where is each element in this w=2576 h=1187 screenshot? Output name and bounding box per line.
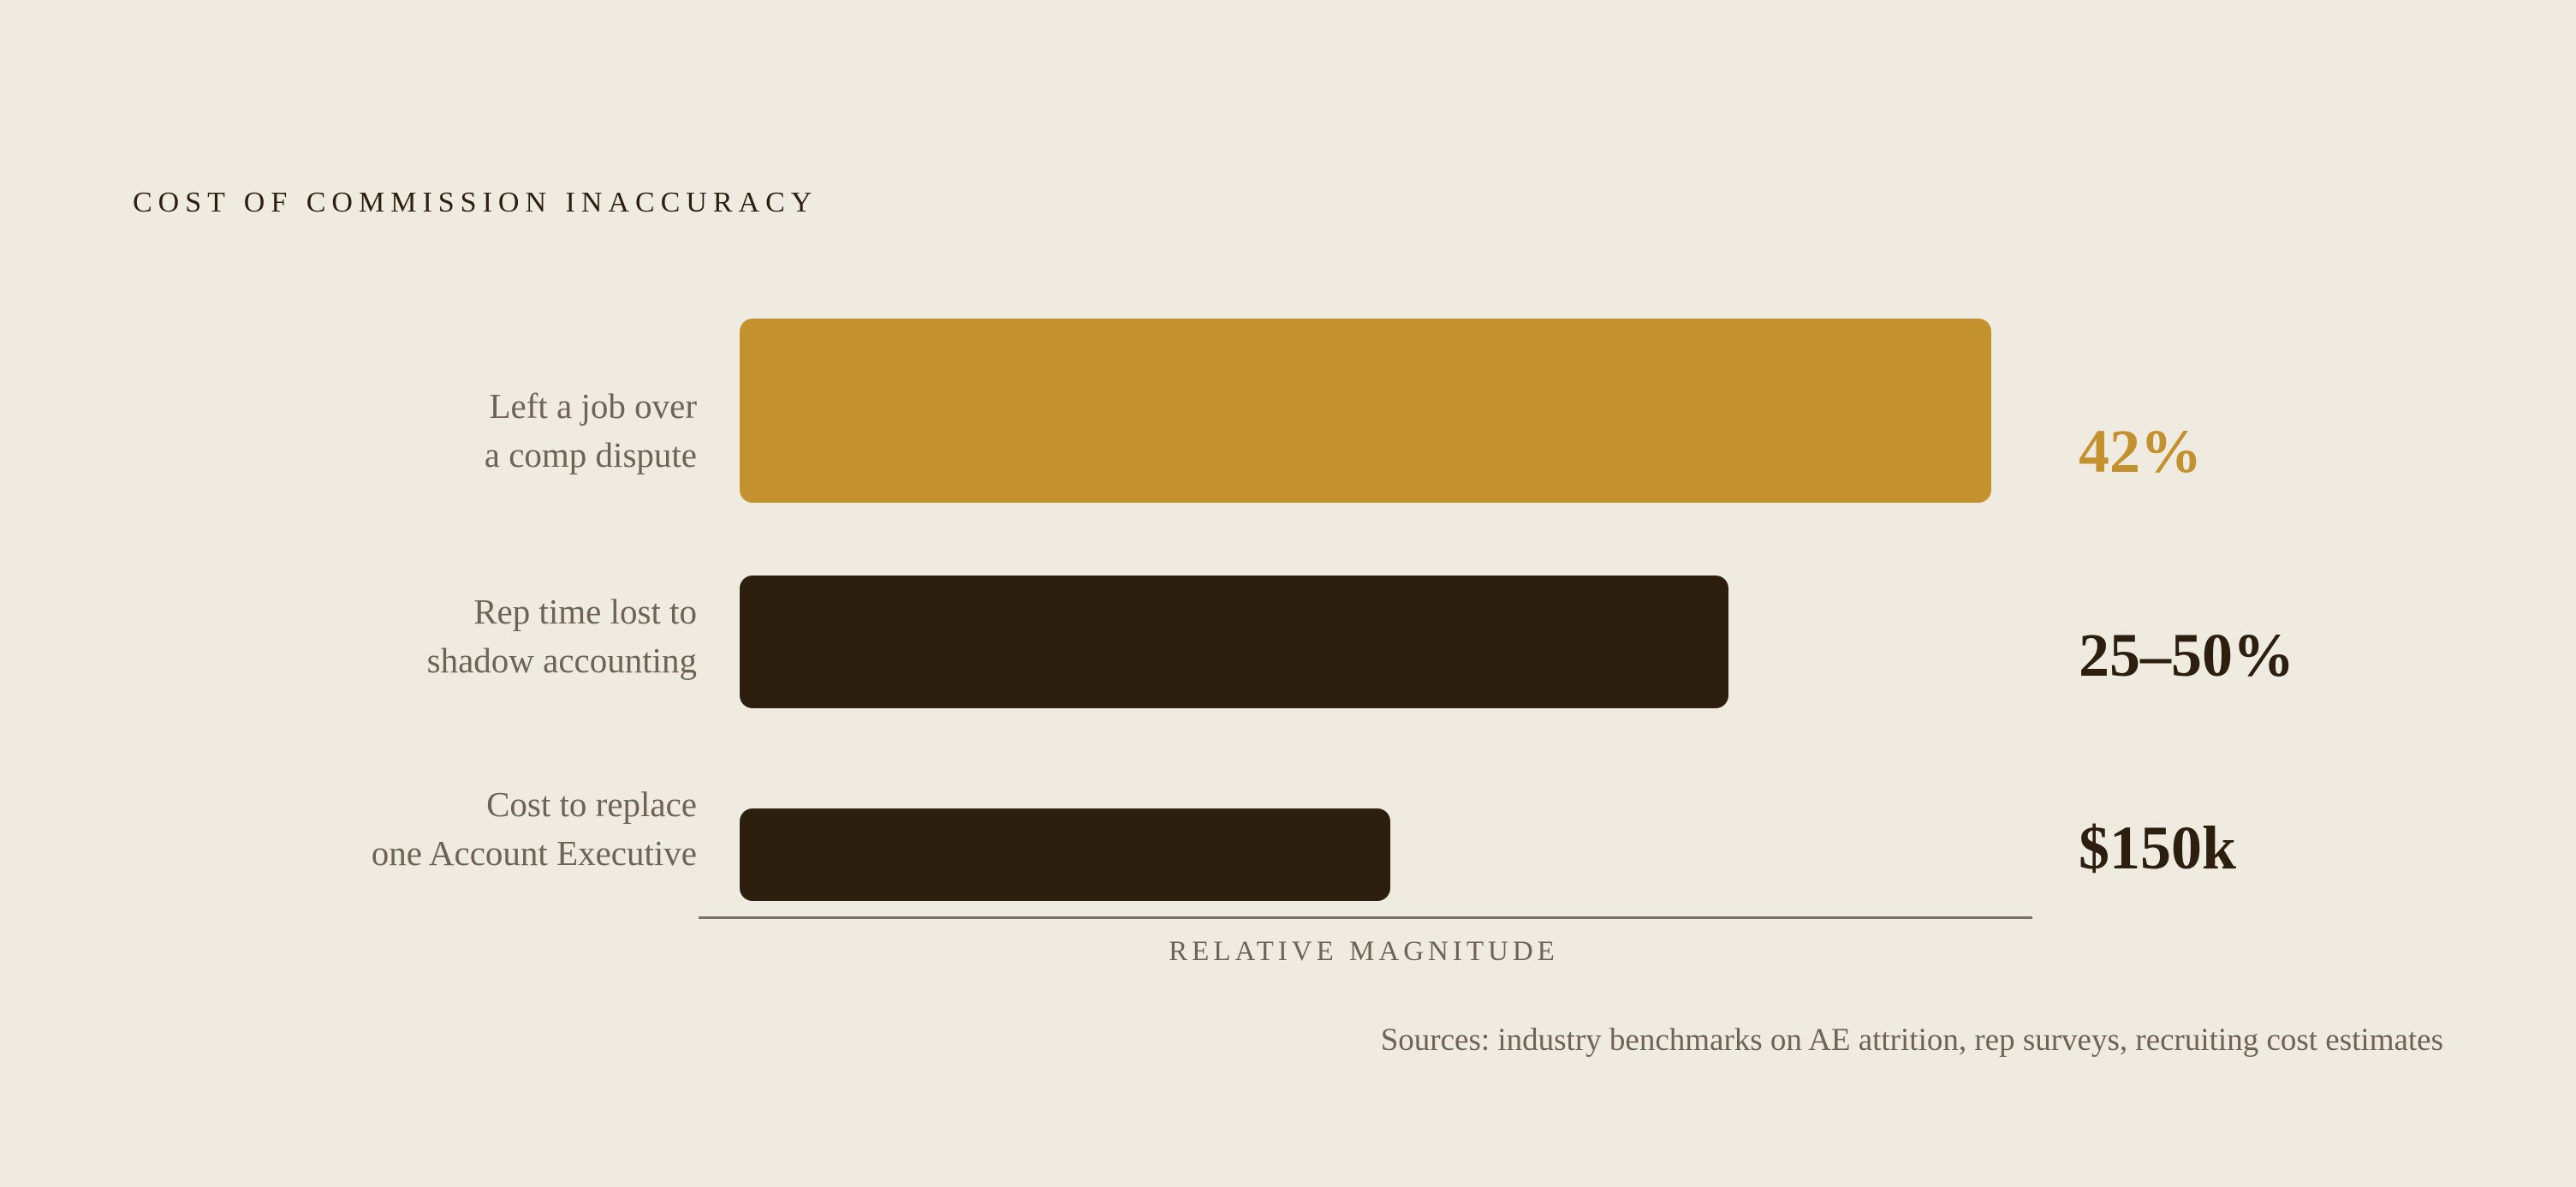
- label-line: Left a job over: [489, 386, 697, 426]
- row-label: Rep time lost to shadow accounting: [427, 588, 697, 685]
- label-line: one Account Executive: [371, 833, 697, 873]
- title: COST OF COMMISSION INACCURACY: [133, 187, 818, 218]
- bar: [740, 319, 1991, 503]
- row-label: Cost to replace one Account Executive: [372, 780, 697, 878]
- row-value: $150k: [2079, 814, 2237, 882]
- sources-note: Sources: industry benchmarks on AE attri…: [1380, 1023, 2443, 1058]
- bar: [740, 808, 1390, 901]
- row-value: 42%: [2079, 417, 2202, 486]
- row-value: 25–50%: [2079, 621, 2294, 689]
- label-line: shadow accounting: [426, 641, 697, 680]
- axis-label: RELATIVE MAGNITUDE: [1169, 936, 1559, 967]
- label-line: Rep time lost to: [473, 592, 697, 631]
- row-label: Left a job over a comp dispute: [485, 382, 697, 480]
- label-line: a comp dispute: [484, 435, 697, 474]
- axis-line: [699, 916, 2032, 919]
- bar: [740, 576, 1728, 708]
- label-line: Cost to replace: [486, 784, 697, 824]
